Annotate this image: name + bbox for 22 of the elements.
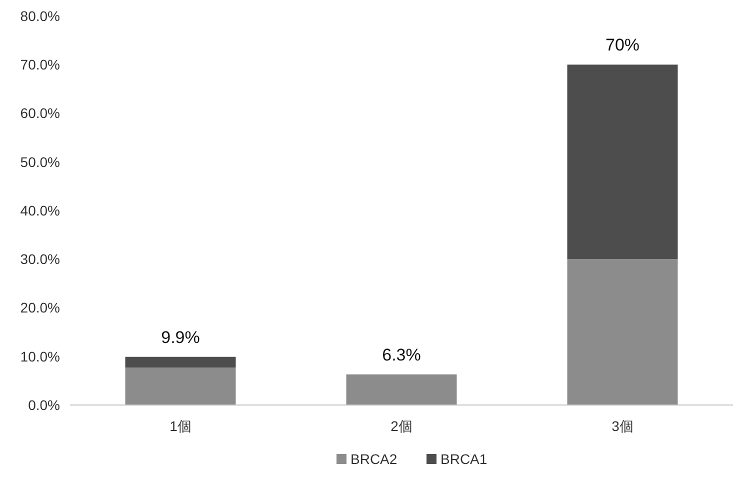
total-label: 9.9%: [161, 328, 200, 347]
y-tick-label: 10.0%: [20, 348, 60, 364]
y-tick-label: 40.0%: [20, 202, 60, 218]
y-tick-label: 0.0%: [28, 396, 60, 413]
x-tick-label: 2個: [390, 418, 412, 434]
legend-label: BRCA1: [440, 450, 488, 467]
bar: [567, 259, 678, 405]
bar: [125, 356, 236, 368]
y-tick-label: 80.0%: [20, 8, 60, 24]
y-tick-label: 20.0%: [20, 300, 60, 316]
legend-label: BRCA2: [350, 450, 398, 467]
y-tick-label: 30.0%: [20, 251, 60, 268]
bar: [346, 374, 457, 405]
y-tick-label: 70.0%: [20, 56, 60, 73]
x-tick-label: 3個: [612, 418, 634, 434]
bar: [125, 368, 236, 405]
y-tick-label: 60.0%: [20, 105, 60, 122]
x-tick-label: 1個: [170, 418, 192, 434]
total-label: 6.3%: [382, 345, 421, 364]
total-label: 70%: [605, 36, 640, 55]
bar: [567, 64, 678, 260]
y-tick-label: 50.0%: [20, 154, 60, 170]
